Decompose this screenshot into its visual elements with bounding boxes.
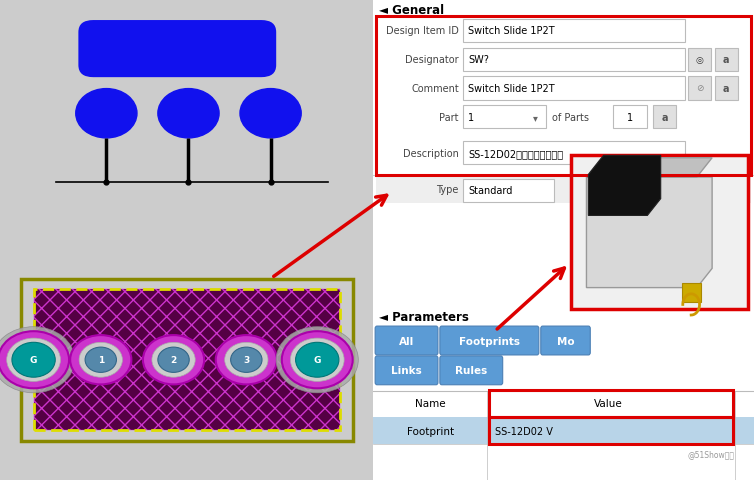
FancyBboxPatch shape xyxy=(541,326,590,355)
Circle shape xyxy=(143,336,204,384)
Bar xyxy=(463,48,685,72)
Bar xyxy=(463,106,547,129)
Text: 1: 1 xyxy=(98,356,104,364)
Text: Name: Name xyxy=(415,398,446,408)
Text: G: G xyxy=(314,356,321,364)
Text: Part: Part xyxy=(440,113,459,122)
Text: 2: 2 xyxy=(170,356,176,364)
Text: All: All xyxy=(399,336,414,346)
Text: G: G xyxy=(30,356,37,364)
Text: a: a xyxy=(723,55,729,65)
Bar xyxy=(715,77,737,100)
Circle shape xyxy=(7,338,60,382)
Text: SS-12D02拨动开关立式直插: SS-12D02拨动开关立式直插 xyxy=(468,149,563,158)
Text: a: a xyxy=(661,113,668,122)
Circle shape xyxy=(0,332,69,388)
Bar xyxy=(463,77,685,100)
Polygon shape xyxy=(587,158,712,178)
Bar xyxy=(34,289,339,431)
Circle shape xyxy=(0,327,75,393)
Text: Type: Type xyxy=(437,185,459,194)
FancyBboxPatch shape xyxy=(375,356,438,385)
Bar xyxy=(688,48,711,72)
Bar xyxy=(715,48,737,72)
Circle shape xyxy=(85,348,116,372)
Circle shape xyxy=(158,89,219,139)
Circle shape xyxy=(79,343,122,377)
Circle shape xyxy=(75,89,137,139)
Bar xyxy=(463,180,554,203)
Polygon shape xyxy=(587,178,712,288)
Polygon shape xyxy=(682,283,700,302)
FancyBboxPatch shape xyxy=(375,326,438,355)
Text: SW?: SW? xyxy=(468,55,489,65)
Bar xyxy=(489,390,733,418)
Bar xyxy=(373,418,754,444)
Text: ◄ Parameters: ◄ Parameters xyxy=(379,310,469,324)
Bar xyxy=(688,77,711,100)
Text: Switch Slide 1P2T: Switch Slide 1P2T xyxy=(468,26,555,36)
Bar xyxy=(34,289,339,431)
Circle shape xyxy=(290,338,344,382)
Circle shape xyxy=(231,348,262,372)
Circle shape xyxy=(70,336,131,384)
Bar xyxy=(613,106,648,129)
Text: 1: 1 xyxy=(468,113,474,122)
Text: a: a xyxy=(723,84,729,94)
Text: ◄ General: ◄ General xyxy=(379,4,444,17)
Text: Footprints: Footprints xyxy=(459,336,520,346)
FancyArrowPatch shape xyxy=(497,268,565,329)
Text: Comment: Comment xyxy=(411,84,459,94)
Circle shape xyxy=(296,343,339,377)
Bar xyxy=(463,142,685,165)
Text: SS-12D02 V: SS-12D02 V xyxy=(495,426,553,436)
Circle shape xyxy=(225,343,268,377)
Text: Design Item ID: Design Item ID xyxy=(386,26,459,36)
Bar xyxy=(376,17,751,175)
Text: of Parts: of Parts xyxy=(552,113,589,122)
Circle shape xyxy=(282,332,353,388)
Text: ⊘: ⊘ xyxy=(696,84,703,93)
Bar xyxy=(376,178,751,204)
Circle shape xyxy=(240,89,301,139)
Text: @51Show课堂: @51Show课堂 xyxy=(688,449,735,458)
Text: Description: Description xyxy=(403,149,459,158)
Bar xyxy=(653,106,676,129)
Text: Rules: Rules xyxy=(455,366,487,375)
Circle shape xyxy=(158,348,189,372)
Bar xyxy=(572,156,748,310)
FancyBboxPatch shape xyxy=(440,326,539,355)
FancyBboxPatch shape xyxy=(440,356,503,385)
Text: ▾: ▾ xyxy=(532,113,538,122)
Bar xyxy=(489,418,733,444)
Text: 3: 3 xyxy=(244,356,250,364)
Text: Footprint: Footprint xyxy=(407,426,454,436)
Bar xyxy=(20,279,353,441)
Text: Value: Value xyxy=(594,398,623,408)
Bar xyxy=(463,20,685,43)
FancyBboxPatch shape xyxy=(78,21,276,78)
Text: ◎: ◎ xyxy=(696,56,703,64)
Circle shape xyxy=(12,343,55,377)
Text: Designator: Designator xyxy=(406,55,459,65)
Text: Standard: Standard xyxy=(468,186,513,196)
Circle shape xyxy=(216,336,277,384)
Circle shape xyxy=(276,327,358,393)
Bar xyxy=(34,289,339,431)
Circle shape xyxy=(152,343,195,377)
Text: Links: Links xyxy=(391,366,422,375)
Polygon shape xyxy=(588,156,661,216)
Text: 1: 1 xyxy=(627,113,633,122)
Text: Switch Slide 1P2T: Switch Slide 1P2T xyxy=(468,84,555,94)
Text: Mo: Mo xyxy=(556,336,575,346)
